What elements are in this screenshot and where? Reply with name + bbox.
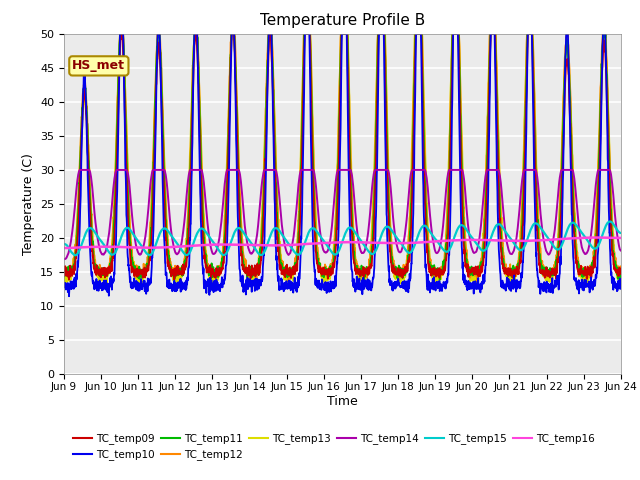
Title: Temperature Profile B: Temperature Profile B	[260, 13, 425, 28]
Legend: TC_temp09, TC_temp10, TC_temp11, TC_temp12, TC_temp13, TC_temp14, TC_temp15, TC_: TC_temp09, TC_temp10, TC_temp11, TC_temp…	[69, 429, 598, 465]
Text: HS_met: HS_met	[72, 60, 125, 72]
X-axis label: Time: Time	[327, 395, 358, 408]
Y-axis label: Temperature (C): Temperature (C)	[22, 153, 35, 255]
